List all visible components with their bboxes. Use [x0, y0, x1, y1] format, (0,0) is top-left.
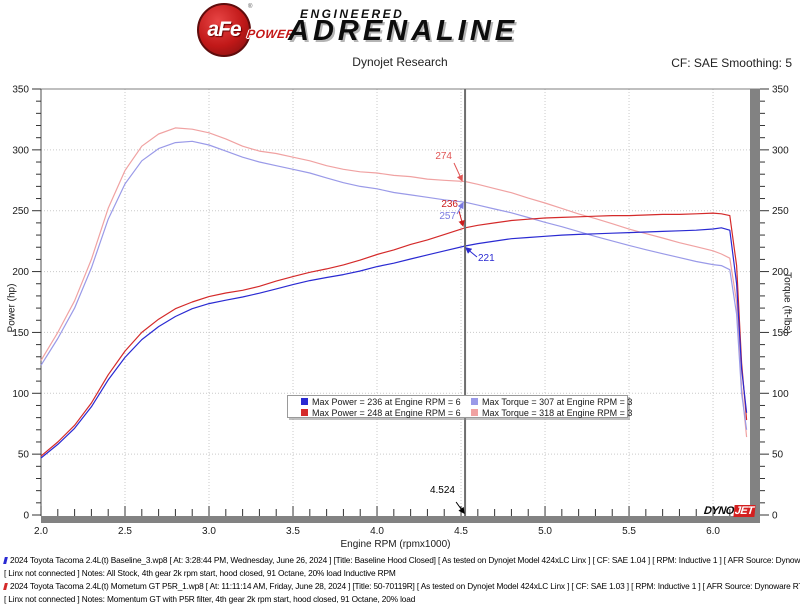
rpm-tick-label: 2.0 — [34, 526, 48, 537]
dynojet-logo-dyno: DYNO — [703, 505, 735, 517]
legend-label: Max Torque = 318 at Engine RPM = 3 — [482, 407, 633, 418]
afe-logo-text: aFe — [207, 18, 241, 41]
curve-power-baseline — [40, 227, 748, 459]
callout-arrow-257 — [456, 202, 464, 215]
legend-swatch-lightblue — [471, 398, 478, 405]
power-tick-label: 300 — [12, 145, 29, 156]
legend-item-max-torque-new: Max Torque = 318 at Engine RPM = 3 — [471, 408, 632, 418]
legend-label: Max Torque = 307 at Engine RPM = 3 — [482, 396, 633, 407]
power-tick-label: 350 — [12, 85, 29, 96]
cursor-arrow — [455, 501, 465, 515]
rpm-axis-title: Engine RPM (rpmx1000) — [340, 539, 450, 550]
legend-box: Max Power = 236 at Engine RPM = 6 Max To… — [287, 395, 632, 418]
rpm-tick-label: 3.5 — [286, 526, 300, 537]
legend-item-max-power-new: Max Power = 248 at Engine RPM = 6 — [301, 408, 471, 418]
dynojet-logo: DYNOJET — [703, 505, 757, 517]
torque-tick-label: 150 — [772, 328, 789, 339]
footer-run-line-1: 2024 Toyota Tacoma 2.4L(t) Baseline_3.wp… — [3, 555, 800, 565]
footer-run-line-2: [ Linx not connected ] Notes: All Stock,… — [4, 568, 396, 578]
rpm-tick-label: 4.0 — [370, 526, 384, 537]
legend-label: Max Power = 236 at Engine RPM = 6 — [312, 396, 461, 407]
power-tick-label: 100 — [12, 389, 29, 400]
power-tick-label: 250 — [12, 206, 29, 217]
chart-title: Dynojet Research — [352, 55, 448, 69]
smoothing-label: CF: SAE Smoothing: 5 — [671, 56, 792, 70]
legend-swatch-lightred — [471, 409, 478, 416]
right-axis-band — [750, 89, 760, 523]
torque-tick-label: 0 — [772, 511, 778, 522]
curve-torque-momentum-gt — [40, 127, 748, 438]
torque-tick-label: 300 — [772, 145, 789, 156]
power-tick-label: 150 — [12, 328, 29, 339]
rpm-tick-label: 3.0 — [202, 526, 216, 537]
dynojet-logo-jet: JET — [733, 505, 757, 517]
curve-power-momentum-gt — [40, 212, 748, 457]
run-notes: [ Linx not connected ] Notes: All Stock,… — [4, 568, 396, 578]
rpm-tick-label: 5.5 — [622, 526, 636, 537]
adrenaline-text: ADRENALINE — [288, 15, 519, 47]
rpm-tick-label: 5.0 — [538, 526, 552, 537]
cursor-rpm-label: 4.524 — [429, 485, 455, 496]
callout-arrow-274 — [453, 162, 463, 182]
rpm-tick-label: 4.5 — [454, 526, 468, 537]
run-description: 2024 Toyota Tacoma 2.4L(t) Baseline_3.wp… — [10, 555, 800, 565]
legend-swatch-blue — [301, 398, 308, 405]
registered-mark: ® — [248, 4, 253, 10]
torque-tick-label: 100 — [772, 389, 789, 400]
callout-torque-baseline: 257 — [439, 211, 456, 222]
engineered-text: ENGINEERED — [300, 7, 405, 21]
rpm-tick-label: 2.5 — [118, 526, 132, 537]
run-description: 2024 Toyota Tacoma 2.4L(t) Mometum GT P5… — [10, 581, 800, 591]
torque-tick-label: 350 — [772, 85, 789, 96]
curve-torque-baseline — [40, 140, 748, 430]
torque-tick-label: 50 — [772, 450, 784, 461]
callout-arrow-221 — [465, 247, 478, 258]
legend-label: Max Power = 248 at Engine RPM = 6 — [312, 407, 461, 418]
power-tick-label: 0 — [23, 511, 29, 522]
torque-tick-label: 200 — [772, 267, 789, 278]
footer-run-line-4: [ Linx not connected ] Notes: Momentum G… — [4, 594, 415, 604]
callout-torque-new: 274 — [435, 151, 452, 162]
run-notes: [ Linx not connected ] Notes: Momentum G… — [4, 594, 416, 604]
footer-run-line-3: 2024 Toyota Tacoma 2.4L(t) Mometum GT P5… — [3, 581, 800, 591]
legend-item-max-power-baseline: Max Power = 236 at Engine RPM = 6 — [301, 397, 471, 407]
torque-tick-label: 250 — [772, 206, 789, 217]
callout-arrow-236 — [458, 210, 465, 228]
callout-power-new: 236 — [441, 199, 458, 210]
x-axis-band — [41, 516, 760, 523]
legend-item-max-torque-baseline: Max Torque = 307 at Engine RPM = 3 — [471, 397, 632, 407]
afe-logo: aFe — [197, 3, 251, 57]
rpm-tick-label: 6.0 — [706, 526, 720, 537]
power-tick-label: 200 — [12, 267, 29, 278]
legend-swatch-red — [301, 409, 308, 416]
callout-power-baseline: 221 — [478, 253, 495, 264]
power-tick-label: 50 — [18, 450, 30, 461]
